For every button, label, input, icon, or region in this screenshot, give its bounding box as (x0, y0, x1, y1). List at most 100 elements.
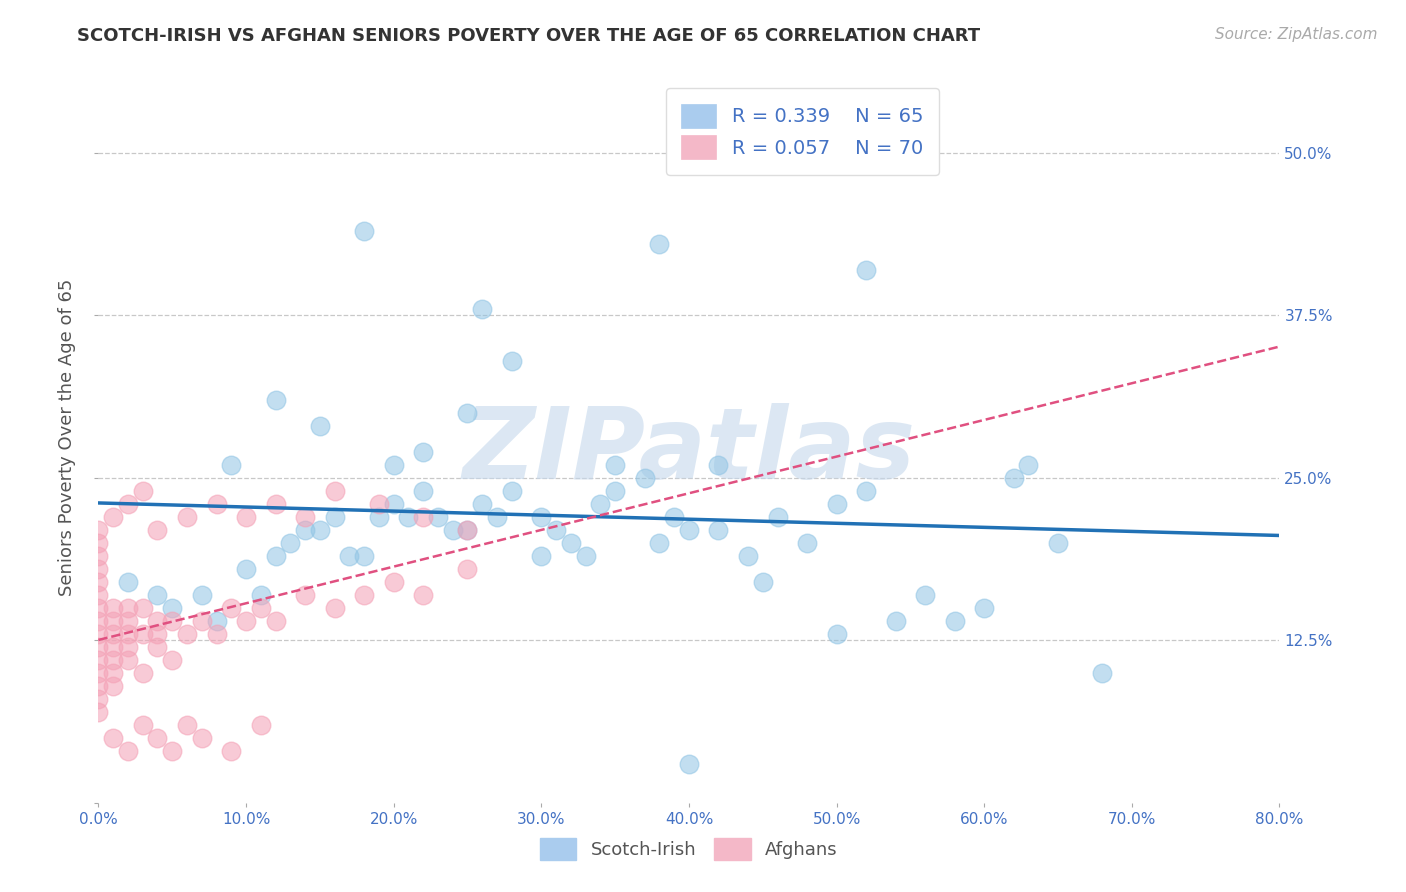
Scotch-Irish (575, 549, 598, 563)
Scotch-Irish (589, 497, 612, 511)
Scotch-Irish (605, 483, 627, 498)
Scotch-Irish (457, 406, 479, 420)
Afghans (176, 718, 198, 732)
Afghans (235, 509, 257, 524)
Scotch-Irish (353, 224, 375, 238)
Scotch-Irish (501, 353, 523, 368)
Afghans (117, 600, 139, 615)
Scotch-Irish (235, 562, 257, 576)
Afghans (457, 523, 479, 537)
Afghans (191, 731, 214, 745)
Afghans (87, 562, 110, 576)
Afghans (87, 705, 110, 719)
Afghans (87, 691, 110, 706)
Scotch-Irish (412, 483, 434, 498)
Afghans (382, 574, 405, 589)
Scotch-Irish (664, 509, 686, 524)
Afghans (162, 614, 183, 628)
Scotch-Irish (530, 549, 553, 563)
Scotch-Irish (471, 301, 494, 316)
Afghans (87, 653, 110, 667)
Afghans (103, 600, 125, 615)
Afghans (412, 588, 434, 602)
Afghans (117, 640, 139, 654)
Afghans (146, 731, 169, 745)
Legend: Scotch-Irish, Afghans: Scotch-Irish, Afghans (533, 830, 845, 867)
Afghans (294, 509, 316, 524)
Scotch-Irish (117, 574, 139, 589)
Scotch-Irish (339, 549, 361, 563)
Afghans (103, 653, 125, 667)
Scotch-Irish (264, 392, 287, 407)
Afghans (264, 614, 287, 628)
Scotch-Irish (1018, 458, 1040, 472)
Afghans (87, 535, 110, 549)
Scotch-Irish (973, 600, 995, 615)
Scotch-Irish (825, 626, 848, 640)
Text: SCOTCH-IRISH VS AFGHAN SENIORS POVERTY OVER THE AGE OF 65 CORRELATION CHART: SCOTCH-IRISH VS AFGHAN SENIORS POVERTY O… (77, 27, 980, 45)
Scotch-Irish (323, 509, 346, 524)
Scotch-Irish (855, 262, 877, 277)
Scotch-Irish (1091, 665, 1114, 680)
Scotch-Irish (471, 497, 494, 511)
Afghans (368, 497, 391, 511)
Scotch-Irish (486, 509, 509, 524)
Afghans (87, 549, 110, 563)
Scotch-Irish (412, 444, 434, 458)
Afghans (103, 614, 125, 628)
Afghans (132, 718, 155, 732)
Afghans (235, 614, 257, 628)
Scotch-Irish (250, 588, 273, 602)
Afghans (132, 483, 155, 498)
Afghans (221, 744, 243, 758)
Afghans (294, 588, 316, 602)
Afghans (87, 626, 110, 640)
Scotch-Irish (605, 458, 627, 472)
Scotch-Irish (382, 458, 405, 472)
Scotch-Irish (353, 549, 375, 563)
Afghans (162, 653, 183, 667)
Scotch-Irish (457, 523, 479, 537)
Afghans (132, 626, 155, 640)
Afghans (87, 640, 110, 654)
Afghans (146, 640, 169, 654)
Scotch-Irish (914, 588, 936, 602)
Scotch-Irish (205, 614, 228, 628)
Scotch-Irish (1046, 535, 1070, 549)
Afghans (87, 679, 110, 693)
Afghans (117, 653, 139, 667)
Scotch-Irish (648, 535, 671, 549)
Afghans (103, 665, 125, 680)
Afghans (117, 626, 139, 640)
Afghans (250, 718, 273, 732)
Afghans (176, 626, 198, 640)
Afghans (176, 509, 198, 524)
Scotch-Irish (707, 523, 730, 537)
Scotch-Irish (752, 574, 775, 589)
Afghans (103, 640, 125, 654)
Afghans (132, 600, 155, 615)
Scotch-Irish (855, 483, 877, 498)
Afghans (87, 588, 110, 602)
Afghans (205, 626, 228, 640)
Scotch-Irish (648, 236, 671, 251)
Text: Source: ZipAtlas.com: Source: ZipAtlas.com (1215, 27, 1378, 42)
Scotch-Irish (309, 418, 332, 433)
Scotch-Irish (884, 614, 907, 628)
Afghans (146, 523, 169, 537)
Scotch-Irish (146, 588, 169, 602)
Scotch-Irish (280, 535, 302, 549)
Scotch-Irish (796, 535, 818, 549)
Scotch-Irish (634, 471, 657, 485)
Scotch-Irish (825, 497, 848, 511)
Scotch-Irish (221, 458, 243, 472)
Afghans (250, 600, 273, 615)
Scotch-Irish (501, 483, 523, 498)
Afghans (132, 665, 155, 680)
Afghans (146, 626, 169, 640)
Afghans (103, 679, 125, 693)
Scotch-Irish (162, 600, 183, 615)
Afghans (412, 509, 434, 524)
Scotch-Irish (264, 549, 287, 563)
Afghans (205, 497, 228, 511)
